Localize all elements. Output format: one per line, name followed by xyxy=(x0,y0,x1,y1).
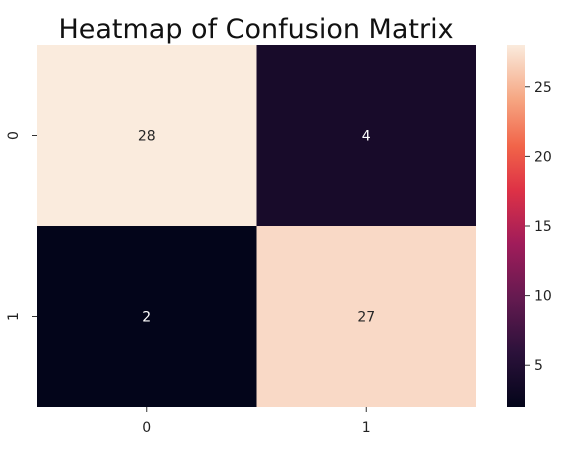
heatmap-cell-0-0 xyxy=(37,45,257,226)
colorbar-tick-label: 20 xyxy=(534,149,552,165)
cell-value-label-1-1: 27 xyxy=(357,310,375,326)
heatmap-cell-0-1 xyxy=(256,45,476,226)
cell-value-label-1-0: 2 xyxy=(142,310,151,326)
colorbar-tick-label: 15 xyxy=(534,219,552,235)
heatmap-cell-1-1 xyxy=(256,226,476,407)
heatmap-cells: 28 4 2 27 xyxy=(37,45,476,407)
y-tick-label: 0 xyxy=(6,131,22,140)
y-tick-label: 1 xyxy=(6,312,22,321)
colorbar-ticks: 5 10 15 20 25 xyxy=(525,80,552,374)
chart-title: Heatmap of Confusion Matrix xyxy=(58,14,453,45)
colorbar xyxy=(507,45,525,407)
x-tick-label: 0 xyxy=(142,420,151,436)
heatmap-cell-1-0 xyxy=(37,226,257,407)
y-axis: 01 xyxy=(6,131,37,321)
colorbar-tick-label: 10 xyxy=(534,289,552,305)
x-tick-label: 1 xyxy=(362,420,371,436)
cell-value-label-0-0: 28 xyxy=(138,129,156,145)
cell-value-label-0-1: 4 xyxy=(362,129,371,145)
colorbar-tick-label: 25 xyxy=(534,80,552,96)
colorbar-tick-label: 5 xyxy=(534,358,543,374)
